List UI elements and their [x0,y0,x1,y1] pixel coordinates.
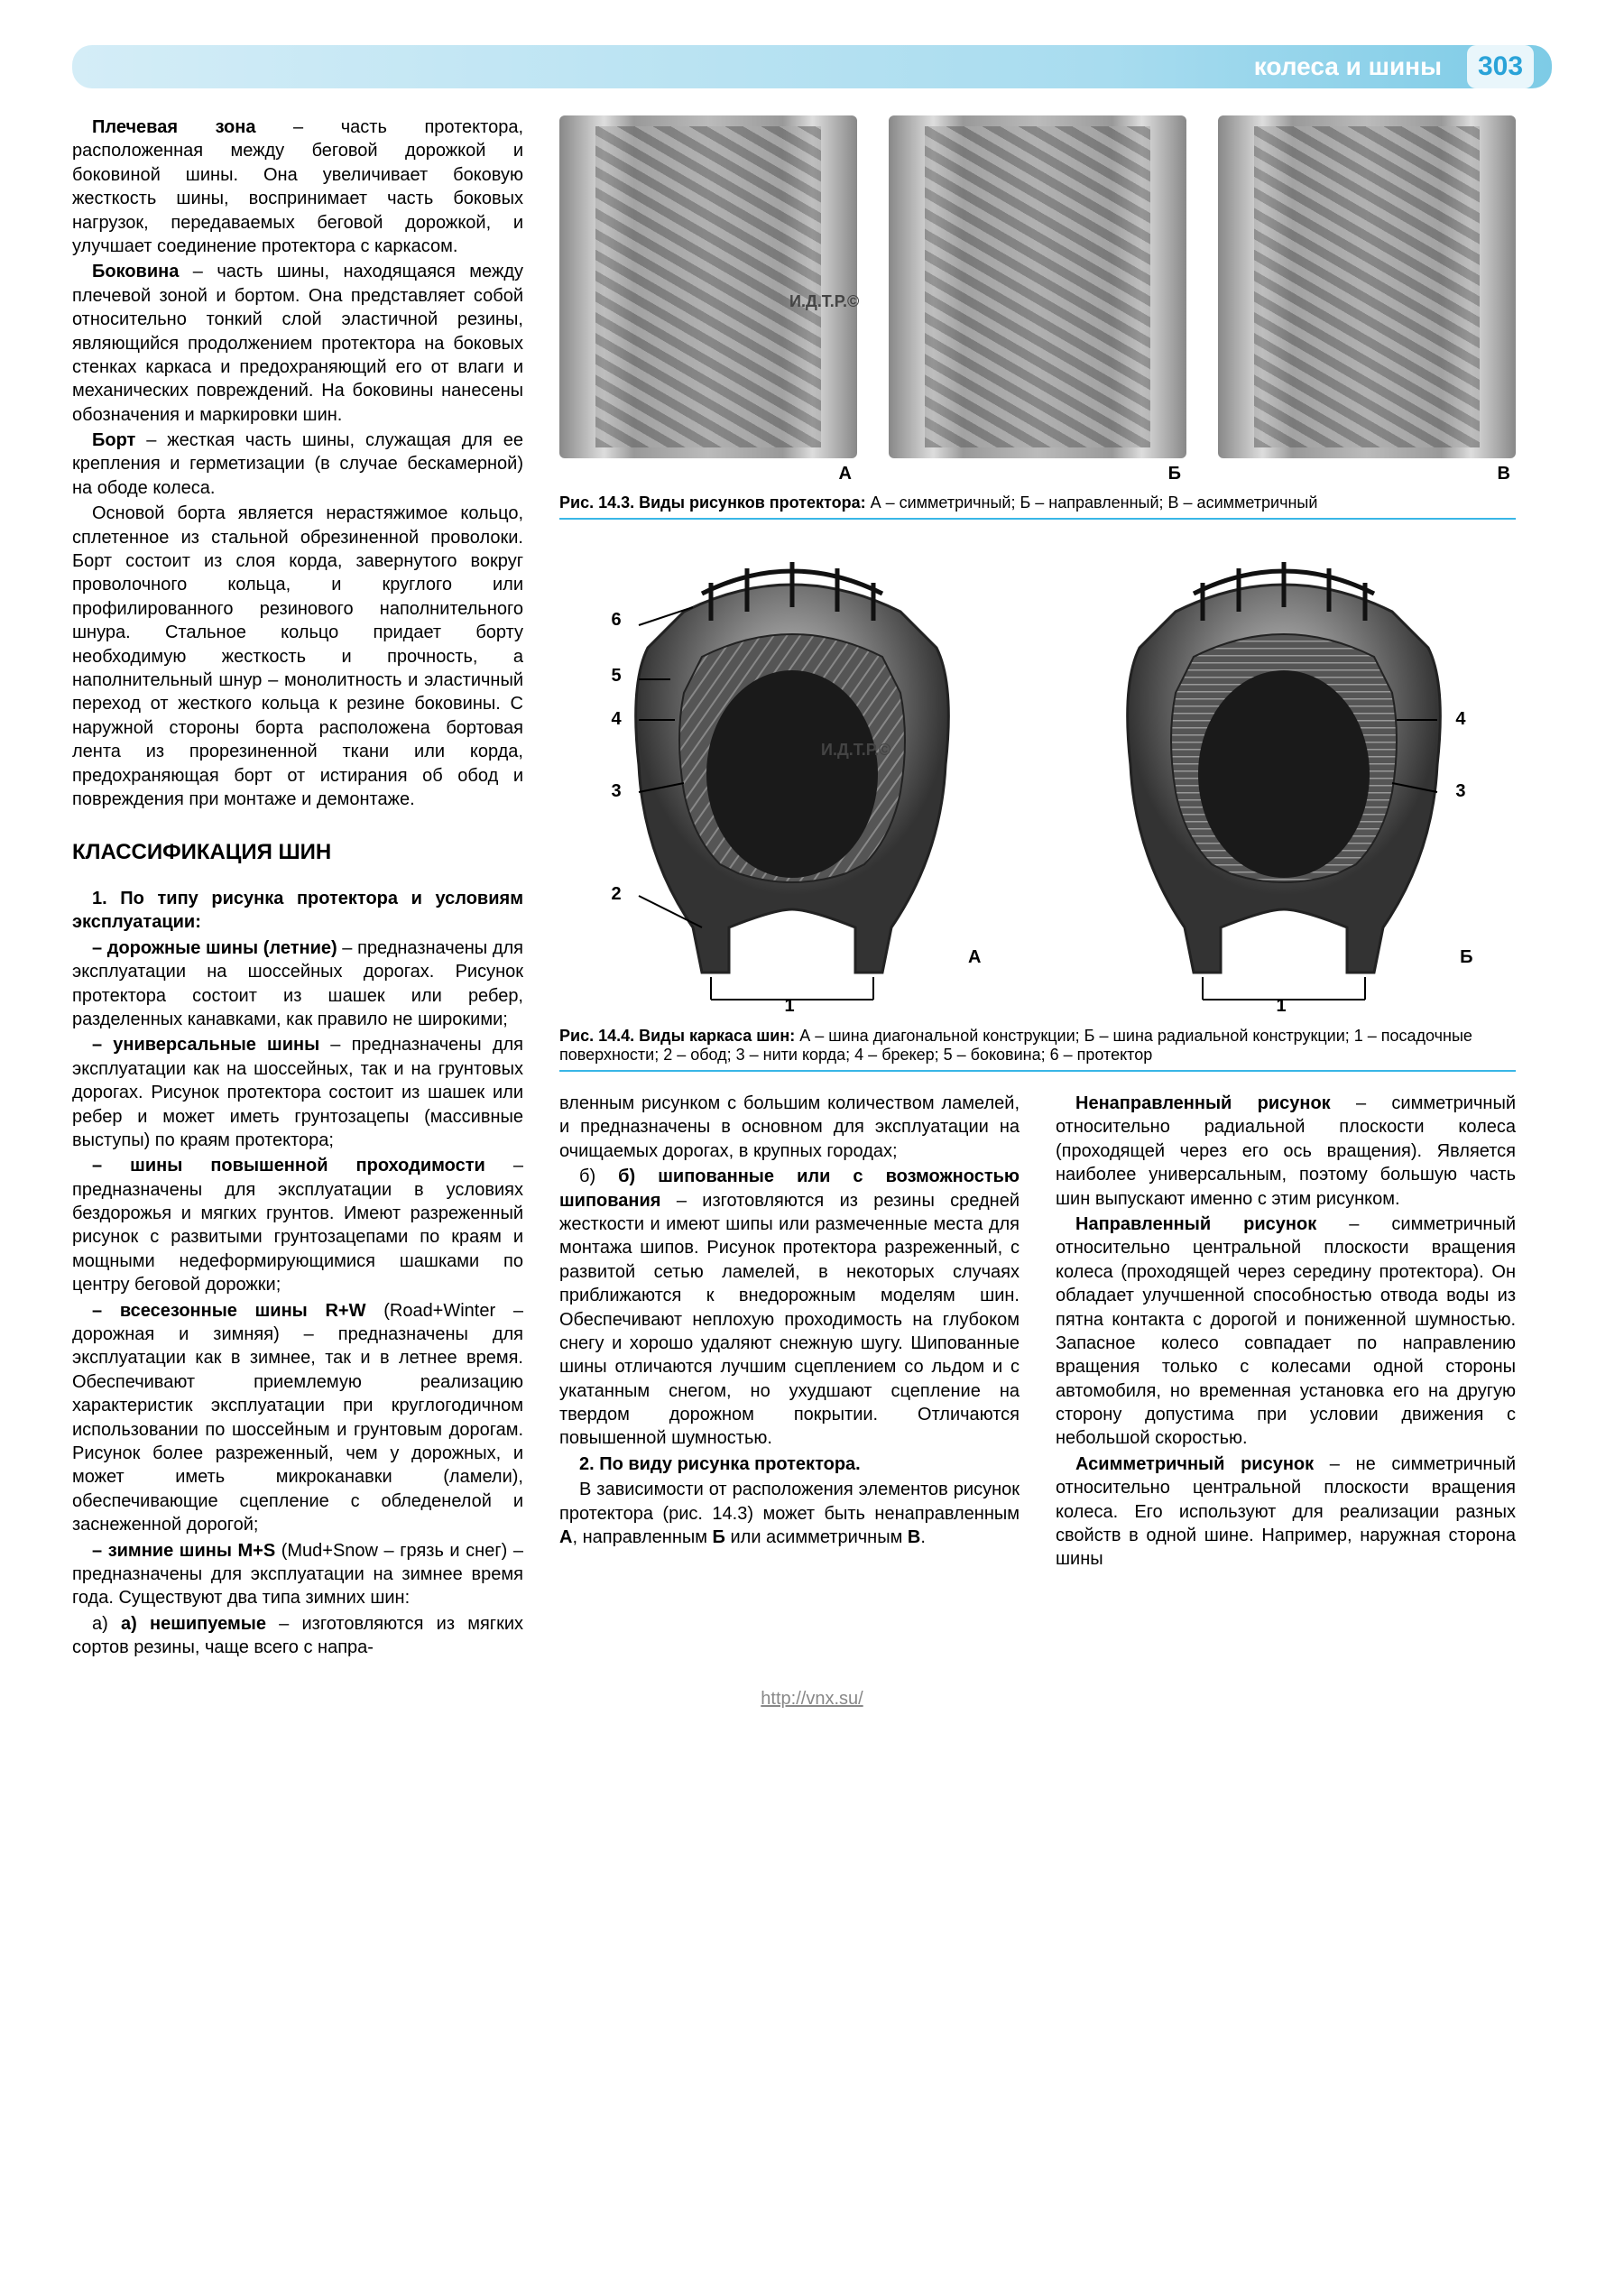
term-sidewall: Боковина [92,262,179,281]
cutaway-radial: 4 3 1 Б [1067,539,1500,1018]
type-allseason: – всесезонные шины R+W [92,1301,365,1321]
figure-14-4: И.Д.Т.Р.© [559,539,1516,1018]
watermark-2: И.Д.Т.Р.© [821,741,1254,760]
cutaway-diagonal: 6 5 4 3 2 1 А [576,539,1009,1018]
page-number: 303 [1467,45,1534,88]
rule-1 [559,518,1516,520]
right-text-column: Ненаправленный рисунок – симметричный от… [1056,1092,1516,1573]
term-bead: Борт [92,430,135,450]
section-title: колеса и шины [1254,52,1442,81]
callout-6: 6 [612,610,622,631]
tire-tread-symmetric [559,115,857,458]
label-a: А [559,458,857,484]
header-bar: колеса и шины 303 [72,45,1552,88]
figure-14-3: И.Д.Т.Р.© А Б В [559,115,1516,484]
callout-2: 2 [612,884,622,905]
callout-3r: 3 [1455,781,1465,802]
callout-4: 4 [612,709,622,730]
footer: http://vnx.su/ [72,1689,1552,1710]
footer-link[interactable]: http://vnx.su/ [761,1689,863,1709]
type-universal: – универсальные шины [92,1035,319,1055]
cutaway-label-a: А [968,947,981,968]
class-1-heading: 1. По типу рисунка протектора и условиям… [72,889,523,932]
tire-tread-asymmetric [1218,115,1516,458]
para-bead-detail: Основой борта является нерастяжимое коль… [72,502,523,811]
mid-p1: вленным рисунком с большим количеством л… [559,1092,1020,1163]
pattern-asymmetric: Асимметричный рисунок [1075,1454,1314,1474]
callout-4r: 4 [1455,709,1465,730]
section-heading: КЛАССИФИКАЦИЯ ШИН [72,838,523,867]
type-road: – дорожные шины (летние) [92,938,337,958]
watermark: И.Д.Т.Р.© [789,292,1471,311]
left-column: Плечевая зона – часть протектора, распол… [72,115,523,1662]
mid-column: вленным рисунком с большим количеством л… [559,1092,1020,1573]
callout-5: 5 [612,666,622,687]
class-2-heading: 2. По виду рисунка протектора. [579,1454,861,1474]
label-c: В [1218,458,1516,484]
callout-3: 3 [612,781,622,802]
content-grid: Плечевая зона – часть протектора, распол… [72,115,1552,1662]
pattern-nondirectional: Ненаправленный рисунок [1075,1093,1331,1113]
callout-1: 1 [785,996,795,1017]
type-winter: – зимние шины M+S [92,1541,275,1561]
right-column: И.Д.Т.Р.© А Б В Рис. 14.3. Виды рисунков… [559,115,1516,1662]
label-b: Б [889,458,1186,484]
term-shoulder: Плечевая зона [92,117,255,137]
rule-2 [559,1070,1516,1072]
pattern-directional: Направленный рисунок [1075,1214,1316,1234]
below-text-columns: вленным рисунком с большим количеством л… [559,1092,1516,1573]
tire-tread-directional [889,115,1186,458]
caption-14-4: Рис. 14.4. Виды каркаса шин: А – шина ди… [559,1027,1516,1065]
type-studless: а) нешипуемые [121,1614,266,1634]
page: колеса и шины 303 Плечевая зона – часть … [0,0,1624,1746]
caption-14-3: Рис. 14.3. Виды рисунков протектора: А –… [559,493,1516,512]
type-offroad: – шины повышенной проходимости [92,1156,485,1176]
cutaway-label-b: Б [1460,947,1472,968]
callout-1r: 1 [1277,996,1287,1017]
